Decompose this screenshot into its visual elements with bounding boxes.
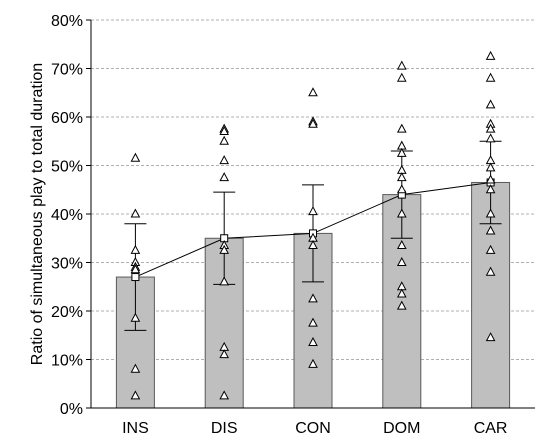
y-tick-label: 20%	[51, 304, 83, 321]
data-point	[219, 125, 230, 136]
data-point	[219, 276, 230, 286]
x-tick-label: DIS	[211, 420, 238, 435]
data-point	[308, 239, 318, 250]
y-axis-title: Ratio of simultaneous play to total dura…	[29, 63, 46, 365]
data-point	[130, 264, 141, 274]
data-point	[396, 208, 407, 218]
data-point	[485, 174, 496, 184]
y-tick-label: 10%	[51, 353, 83, 370]
data-point	[308, 206, 318, 216]
mean-marker	[131, 273, 140, 282]
data-point	[396, 239, 407, 250]
y-tick-label: 0%	[60, 401, 83, 418]
data-point	[219, 172, 230, 182]
data-point	[308, 358, 318, 368]
data-point	[130, 244, 141, 254]
y-tick-label: 50%	[51, 159, 83, 176]
data-point	[485, 266, 496, 276]
data-point	[485, 72, 496, 82]
data-point	[485, 162, 496, 172]
data-point	[396, 256, 407, 266]
y-tick-label: 80%	[51, 13, 83, 30]
data-point	[130, 208, 141, 218]
data-point	[308, 336, 318, 347]
data-point	[130, 312, 141, 322]
x-tick-labels: INS DIS CON DOM CAR	[122, 420, 507, 435]
x-tick-label: DOM	[383, 420, 420, 435]
y-tick-label: 60%	[51, 110, 83, 127]
y-tick-label: 30%	[51, 256, 83, 273]
data-point	[396, 123, 407, 133]
x-tick-label: CAR	[474, 420, 508, 435]
data-point	[485, 133, 496, 143]
data-point	[219, 135, 230, 145]
data-point	[396, 72, 407, 82]
bars	[115, 181, 511, 409]
data-point	[308, 118, 318, 128]
data-point	[485, 332, 496, 342]
data-point	[219, 155, 230, 165]
data-point	[396, 184, 407, 194]
data-point	[308, 317, 318, 327]
scatter-points	[130, 50, 496, 400]
data-point	[485, 208, 496, 218]
data-point	[130, 363, 141, 373]
data-point	[396, 288, 407, 298]
y-tick-labels: 0% 10% 20% 30% 40% 50% 60% 70% 80%	[51, 13, 83, 418]
y-tick-label: 40%	[51, 207, 83, 224]
x-tick-label: CON	[295, 420, 331, 435]
y-tick-label: 70%	[51, 62, 83, 79]
data-point	[485, 184, 496, 194]
data-point	[219, 244, 230, 254]
data-point	[308, 87, 318, 97]
data-point	[396, 147, 407, 157]
data-point	[485, 123, 496, 133]
data-point	[308, 293, 318, 303]
data-point	[485, 225, 496, 235]
data-point	[396, 172, 407, 182]
x-tick-label: INS	[122, 420, 149, 435]
data-point	[130, 152, 141, 162]
data-point	[219, 390, 230, 400]
data-point	[219, 349, 230, 359]
data-point	[396, 300, 407, 310]
data-point	[485, 99, 496, 109]
axes	[86, 19, 535, 409]
data-point	[485, 50, 496, 60]
data-point	[396, 60, 407, 70]
data-point	[485, 244, 496, 254]
data-point	[130, 390, 141, 400]
